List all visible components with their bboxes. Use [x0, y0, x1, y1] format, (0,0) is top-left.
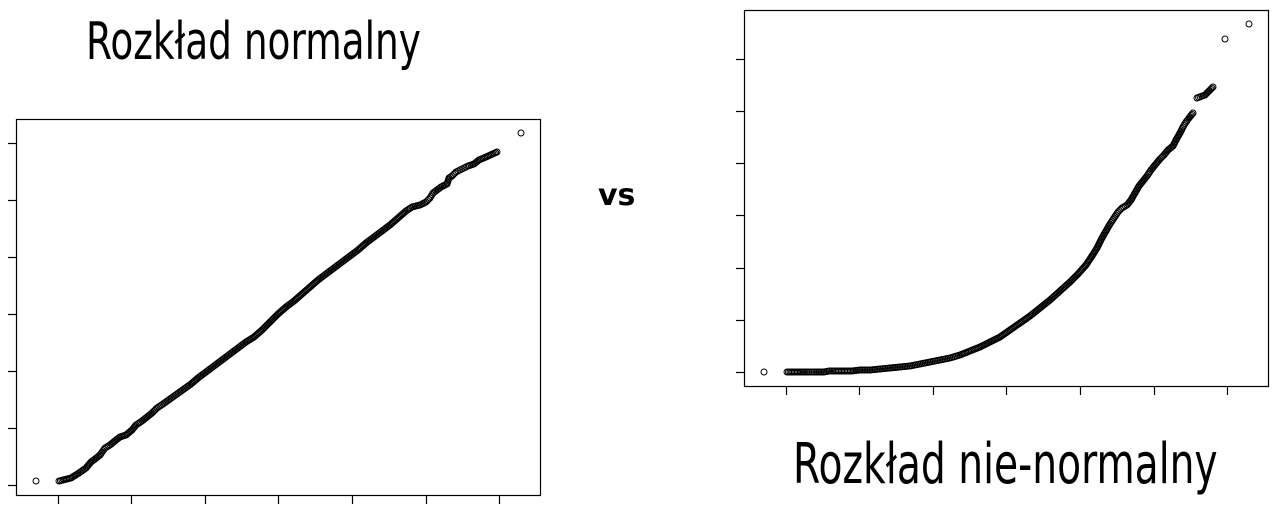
plot-frame	[15, 118, 542, 497]
data-point	[760, 368, 768, 376]
vs-separator: vs	[598, 178, 636, 213]
data-point	[1209, 83, 1217, 91]
data-point	[1207, 85, 1215, 93]
data-point	[493, 148, 501, 156]
left-chart-title: Rozkład normalny	[86, 12, 421, 72]
data-point	[1188, 110, 1196, 118]
normal-qq-plot	[8, 118, 542, 504]
non-normal-qq-plot	[736, 9, 1270, 395]
data-point	[32, 477, 40, 485]
data-point	[1245, 20, 1253, 28]
data-point	[1189, 109, 1197, 117]
data-point	[1221, 35, 1229, 43]
right-chart-title: Rozkład nie-normalny	[793, 432, 1218, 497]
data-point	[1208, 84, 1216, 92]
data-point	[517, 129, 525, 137]
